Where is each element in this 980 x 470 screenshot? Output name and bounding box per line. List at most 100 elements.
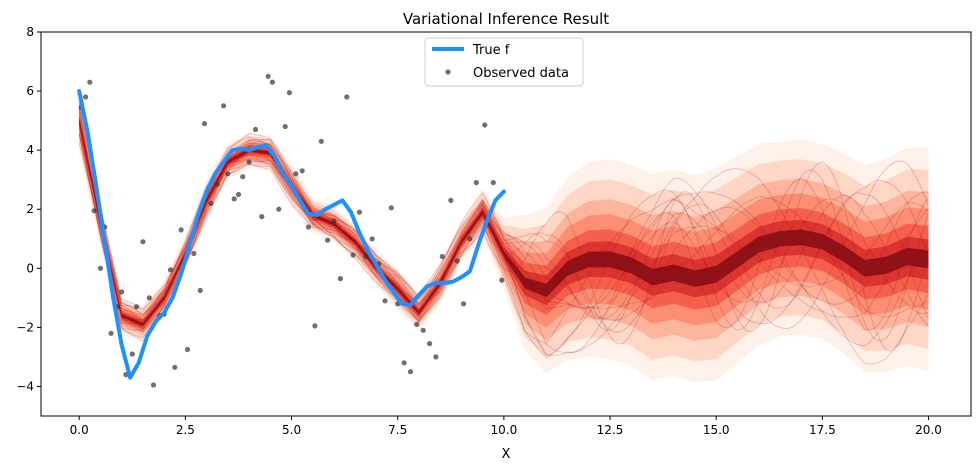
observed-data-points	[78, 73, 505, 388]
x-tick-label: 12.5	[597, 423, 624, 437]
posterior-sample-curve	[78, 120, 929, 318]
observed-point	[246, 159, 252, 165]
observed-point	[140, 239, 146, 245]
observed-point	[482, 122, 488, 128]
observed-point	[460, 301, 467, 307]
posterior-sample-curve	[78, 123, 929, 357]
observed-point	[231, 196, 237, 202]
observed-point	[337, 276, 343, 282]
observed-point	[350, 252, 356, 258]
observed-point	[87, 79, 93, 85]
y-tick-label: 6	[26, 84, 34, 98]
x-tick-label: 2.5	[176, 423, 195, 437]
observed-point	[454, 258, 460, 264]
posterior-sample-curve	[78, 133, 929, 342]
x-tick-label: 10.0	[491, 423, 518, 437]
x-tick-label: 17.5	[809, 423, 836, 437]
observed-point	[467, 236, 473, 242]
observed-point	[208, 200, 214, 206]
observed-point	[388, 205, 394, 211]
posterior-samples	[78, 99, 929, 365]
observed-point	[448, 197, 454, 203]
observed-point	[119, 289, 125, 295]
posterior-band-7	[79, 118, 929, 326]
posterior-bands	[79, 91, 929, 382]
observed-point	[318, 138, 324, 144]
observed-point	[191, 250, 197, 257]
y-tick-label: 4	[26, 143, 34, 157]
legend: True f Observed data	[424, 37, 584, 87]
observed-point	[91, 208, 97, 214]
x-axis-ticks: 0.0 2.5 5.0 7.5 10.0 12.5 15.0 17.5 20.0	[70, 416, 942, 437]
observed-point	[369, 236, 375, 242]
x-axis-label: X	[502, 447, 511, 462]
posterior-sample-curve	[78, 102, 929, 330]
observed-point	[325, 237, 331, 243]
plot-frame	[40, 31, 972, 417]
observed-point	[331, 218, 337, 224]
observed-point	[407, 369, 414, 375]
observed-point	[276, 206, 282, 212]
y-tick-label: 8	[26, 25, 34, 39]
legend-observed-swatch	[445, 69, 451, 75]
posterior-sample-curve	[78, 99, 929, 344]
y-tick-label: −2	[16, 320, 34, 334]
posterior-sample-curve	[78, 99, 929, 359]
observed-point	[414, 321, 420, 327]
observed-point	[172, 364, 178, 370]
posterior-sample-curve	[78, 106, 929, 365]
chart-title: Variational Inference Result	[403, 10, 609, 28]
observed-point	[252, 126, 259, 133]
observed-point	[420, 327, 426, 333]
observed-point	[473, 180, 479, 186]
observed-point	[197, 287, 203, 294]
observed-point	[201, 121, 208, 127]
observed-point	[439, 253, 445, 260]
observed-point	[490, 180, 496, 186]
posterior-sample-curve	[78, 134, 929, 323]
x-tick-label: 5.0	[282, 423, 301, 437]
posterior-sample-curve	[78, 138, 929, 352]
observed-point	[240, 174, 246, 180]
legend-true-f-label: True f	[472, 43, 510, 58]
observed-point	[225, 171, 231, 177]
observed-point	[150, 382, 157, 388]
observed-point	[293, 171, 299, 177]
observed-point	[427, 341, 433, 347]
posterior-sample-curve	[78, 123, 929, 331]
observed-point	[146, 295, 152, 301]
observed-point	[499, 277, 505, 283]
observed-point	[363, 253, 369, 260]
y-axis-ticks: −4 −2 0 2 4 6 8	[16, 25, 41, 393]
true-f-series	[77, 89, 506, 380]
observed-point	[305, 224, 312, 230]
x-tick-label: 20.0	[915, 423, 942, 437]
observed-point	[382, 298, 388, 304]
legend-box	[424, 37, 584, 87]
observed-point	[312, 323, 318, 329]
observed-point	[282, 123, 288, 130]
observed-point	[265, 73, 271, 79]
observed-point	[214, 181, 220, 187]
observed-point	[269, 79, 275, 85]
observed-point	[129, 351, 135, 357]
observed-point	[235, 191, 242, 198]
y-tick-label: 2	[26, 202, 34, 216]
observed-point	[97, 265, 104, 271]
observed-point	[259, 214, 265, 220]
x-tick-label: 7.5	[388, 423, 407, 437]
legend-observed-label: Observed data	[473, 66, 569, 81]
observed-point	[133, 304, 140, 310]
true-f-line	[77, 89, 506, 380]
observed-point	[178, 227, 184, 233]
posterior-sample-curve	[78, 133, 929, 326]
observed-point	[167, 267, 174, 273]
observed-point	[433, 354, 439, 360]
observed-point	[184, 346, 191, 353]
observed-point	[108, 330, 114, 336]
x-tick-label: 15.0	[703, 423, 730, 437]
y-tick-label: −4	[16, 379, 34, 393]
observed-point	[344, 94, 350, 100]
y-tick-label: 0	[26, 261, 34, 275]
